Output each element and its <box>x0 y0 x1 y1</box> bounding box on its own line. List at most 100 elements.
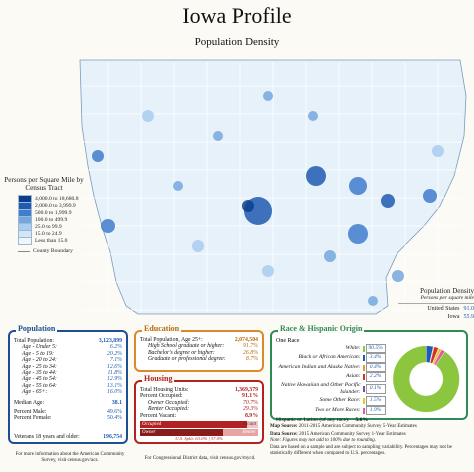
hispanic-value: 5.6% <box>355 417 369 423</box>
urban-tract-cluster <box>262 265 274 277</box>
pop-median-row: Median Age: 38.1 <box>14 400 122 406</box>
race-value: 0.1% <box>365 384 386 394</box>
edu-row: High School graduate or higher: 91.7% <box>140 343 258 349</box>
urban-tract-cluster <box>142 110 154 122</box>
house-label: Owner Occupied: <box>148 399 190 406</box>
hispanic-label: Hispanic or Latino (of any race): <box>276 417 350 423</box>
race-row: Black or African American: 3.4% <box>276 353 386 363</box>
urban-tract-cluster <box>432 145 444 157</box>
pie-slice <box>433 349 445 366</box>
race-value: 3.4% <box>365 353 386 363</box>
education-panel: Education Total Population, Age 25+: 2,0… <box>134 324 264 372</box>
legend-title: Persons per Square Mile by Census Tract <box>4 176 84 192</box>
density-row-iowa: Iowa 55.9 <box>398 314 474 320</box>
urban-tract-cluster <box>101 219 115 233</box>
renter-bar-label: Renter <box>242 430 256 436</box>
urban-tract-cluster <box>213 131 223 141</box>
housing-header: Housing <box>142 374 175 383</box>
urban-tract-cluster <box>192 240 204 252</box>
urban-tract-cluster <box>324 250 336 262</box>
housing-panel: Housing Total Housing Units: 1,369,379 P… <box>134 374 264 444</box>
race-value: 0.4% <box>365 362 386 373</box>
house-total-label: Total Housing Units: <box>140 387 189 393</box>
house-value: 29.3% <box>243 406 258 413</box>
legend-label: 4,000.0 to 18,680.8 <box>35 195 79 202</box>
race-swatch <box>362 398 365 405</box>
occupied-bar-fill <box>140 421 248 429</box>
race-value: 1.5% <box>365 396 386 406</box>
density-summary-subtitle: Persons per square mile <box>398 295 474 304</box>
pop-age-label: Age - 20 to 24: <box>22 357 57 364</box>
house-total-value: 1,369,379 <box>234 387 258 393</box>
urban-tract-cluster <box>348 224 368 244</box>
house-value: 70.7% <box>243 399 258 406</box>
house-value: 91.1% <box>242 393 258 400</box>
legend-label: Less than 15.0 <box>35 237 68 244</box>
legend-label: 500.0 to 1,999.9 <box>35 209 72 216</box>
urban-tract-cluster <box>423 189 437 203</box>
race-row: White: 90.5% <box>276 344 386 354</box>
boundary-line-icon <box>18 250 30 252</box>
legend-label: 2,000.0 to 3,999.9 <box>35 202 76 209</box>
pop-age-value: 6.2% <box>109 344 122 351</box>
race-row: Two or More Races: 1.9% <box>276 405 386 416</box>
race-label: Two or More Races: <box>315 406 361 413</box>
edu-value: 26.8% <box>243 349 258 356</box>
pop-age-row: Age - 5 to 19: 20.2% <box>14 351 122 357</box>
pop-male-label: Percent Male: <box>14 409 47 416</box>
pop-age-row: Age - Under 5: 6.2% <box>14 344 122 350</box>
acs-link-note: For more information about the American … <box>15 452 125 463</box>
pop-age-label: Age - 35 to 44: <box>22 370 57 377</box>
legend-label: 25.0 to 99.9 <box>35 223 62 230</box>
house-row: Owner Occupied: 70.7% <box>140 400 258 406</box>
source-notes: Map Source: 2011-2015 American Community… <box>270 424 470 457</box>
density-legend: Persons per Square Mile by Census Tract … <box>4 176 84 254</box>
pop-age-value: 20.2% <box>107 350 122 357</box>
pop-male-row: Percent Male: 49.6% <box>14 409 122 415</box>
urban-tract-cluster <box>368 296 378 306</box>
pop-age-row: Age - 45 to 54: 12.9% <box>14 376 122 382</box>
legend-swatch <box>18 236 32 245</box>
race-label: White: <box>345 345 361 351</box>
pop-age-value: 11.8% <box>107 370 122 377</box>
race-swatch <box>362 386 365 393</box>
race-panel: Race & Hispanic Origin One Race White: 90… <box>270 324 468 423</box>
veterans-row: Veterans 18 years and older: 196,754 <box>14 434 122 440</box>
race-label: Black or African American: <box>298 354 361 361</box>
race-swatch <box>362 373 365 380</box>
edu-total-value: 2,074,504 <box>234 337 258 343</box>
race-header: Race & Hispanic Origin <box>278 324 365 333</box>
density-us-label: United States <box>427 306 460 312</box>
house-label: Percent Occupied: <box>140 393 183 400</box>
density-summary: Population Density Persons per square mi… <box>398 287 474 320</box>
pop-age-value: 7.1% <box>109 357 122 364</box>
density-iowa-label: Iowa <box>447 314 460 320</box>
pop-age-row: Age - 25 to 34: 12.6% <box>14 364 122 370</box>
pop-age-label: Age - 55 to 64: <box>22 382 57 389</box>
iowa-density-map <box>79 59 467 315</box>
us-split-note: U.S. Split: 63.0% | 37.0% <box>175 436 223 442</box>
legend-row: Less than 15.0 <box>18 236 84 245</box>
pop-age-label: Age - 65+: <box>22 389 48 396</box>
race-swatch <box>362 355 365 362</box>
pop-female-value: 50.4% <box>107 415 122 422</box>
education-header: Education <box>142 324 182 333</box>
density-iowa-value: 55.9 <box>463 314 474 320</box>
pie-slice <box>392 345 460 413</box>
disclaimer: Data are based on a sample and are subje… <box>270 445 452 457</box>
race-swatch <box>362 407 365 414</box>
pop-age-value: 12.6% <box>107 363 122 370</box>
house-row: Percent Vacant: 8.9% <box>140 413 258 419</box>
race-value: 2.2% <box>365 372 386 382</box>
veterans-label: Veterans 18 years and older: <box>14 434 80 440</box>
pop-age-value: 13.1% <box>107 382 122 389</box>
race-swatch <box>362 364 365 371</box>
owner-bar-label: Owner <box>142 430 156 436</box>
legend-boundary-row: County Boundary <box>18 248 84 254</box>
edu-row: Bachelor's degree or higher: 26.8% <box>140 350 258 356</box>
urban-tract-cluster <box>381 194 395 208</box>
race-swatch <box>362 345 365 352</box>
pop-age-row: Age - 35 to 44: 11.8% <box>14 370 122 376</box>
population-panel: Population Total Population: 3,123,899 A… <box>8 324 128 444</box>
house-value: 8.9% <box>244 412 258 419</box>
